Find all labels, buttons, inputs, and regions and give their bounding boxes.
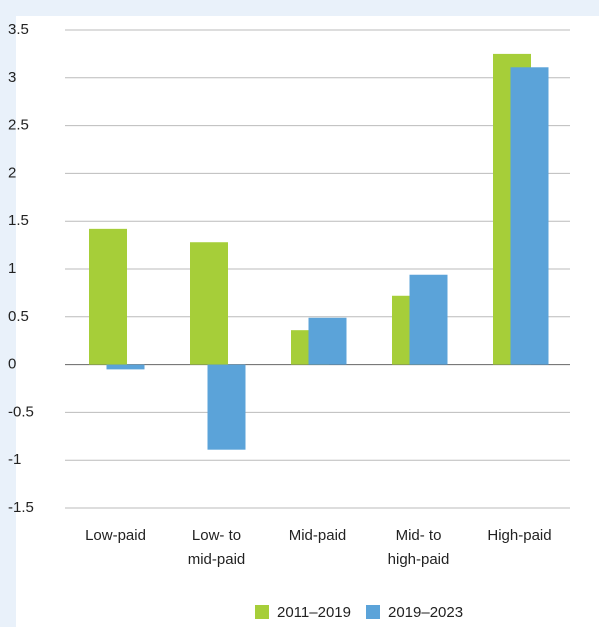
y-tick-label: 3.5 bbox=[8, 21, 29, 38]
x-tick-label: High-paid bbox=[487, 527, 551, 544]
y-tick-label: 2.5 bbox=[8, 117, 29, 134]
y-tick-label: -1 bbox=[8, 451, 21, 468]
x-tick-label: Low- to bbox=[192, 527, 241, 544]
x-tick-label: high-paid bbox=[388, 551, 450, 568]
x-tick-label: Low-paid bbox=[85, 527, 146, 544]
bar bbox=[308, 317, 347, 365]
y-tick-label: 0.5 bbox=[8, 308, 29, 325]
bar bbox=[190, 242, 228, 365]
x-tick-label: mid-paid bbox=[188, 551, 246, 568]
y-tick-label: -1.5 bbox=[8, 499, 34, 516]
bar bbox=[510, 67, 549, 365]
y-tick-label: -0.5 bbox=[8, 403, 34, 420]
y-tick-label: 2 bbox=[8, 164, 16, 181]
bar bbox=[89, 228, 127, 365]
x-tick-label: Mid-paid bbox=[289, 527, 347, 544]
y-tick-label: 1.5 bbox=[8, 212, 29, 229]
y-tick-label: 3 bbox=[8, 69, 16, 86]
x-tick-label: Mid- to bbox=[396, 527, 442, 544]
bar bbox=[409, 274, 448, 365]
legend-label: 2019–2023 bbox=[388, 604, 463, 621]
y-tick-label: 0 bbox=[8, 356, 16, 373]
legend-swatch bbox=[255, 605, 269, 619]
bar bbox=[106, 364, 145, 370]
legend-swatch bbox=[366, 605, 380, 619]
bar bbox=[207, 364, 246, 450]
y-tick-label: 1 bbox=[8, 260, 16, 277]
legend-label: 2011–2019 bbox=[277, 604, 351, 621]
